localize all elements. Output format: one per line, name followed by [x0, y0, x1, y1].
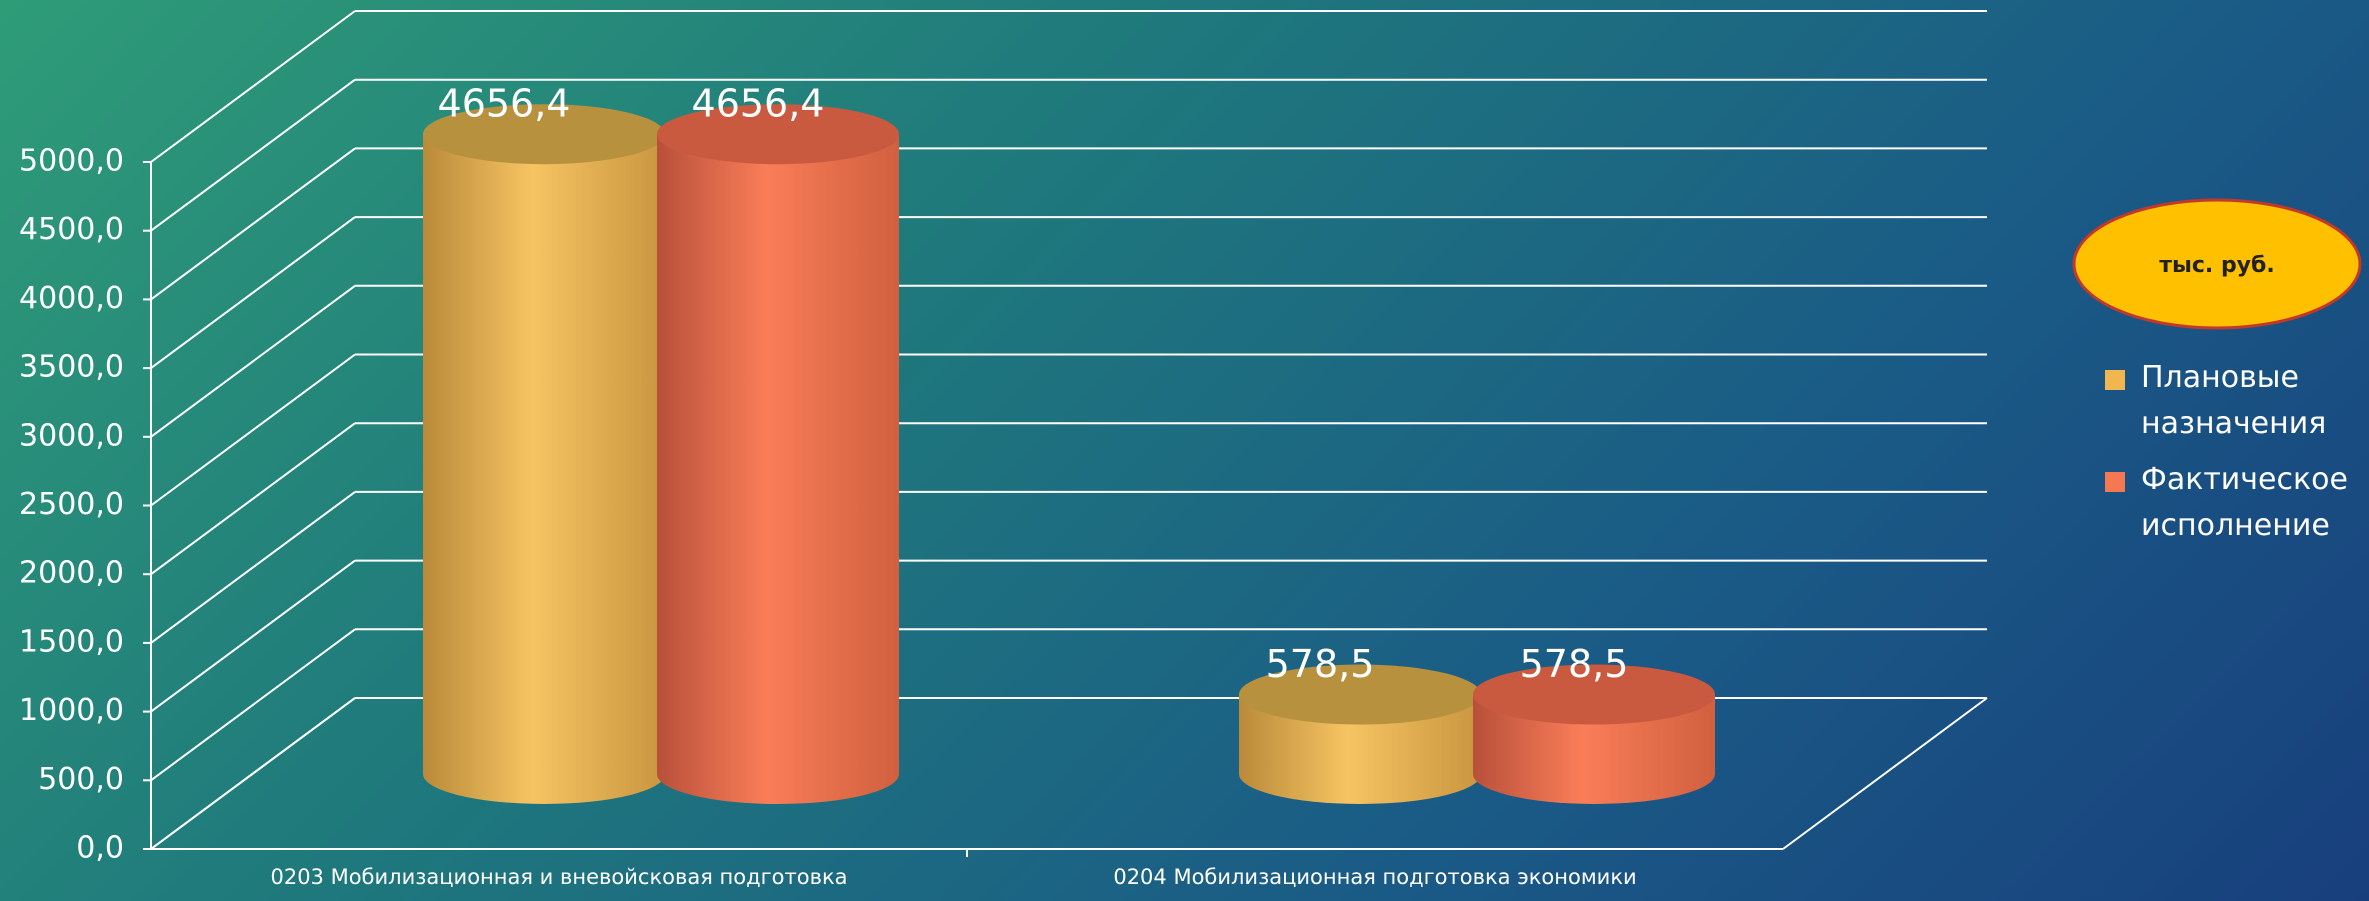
y-tick-label: 2000,0	[19, 556, 124, 591]
y-tick-label: 3500,0	[19, 350, 124, 385]
cylinder-top	[423, 104, 665, 165]
y-tick-label: 0,0	[76, 831, 124, 866]
cylinder-body	[657, 134, 899, 805]
legend-item: Фактическое исполнение	[2105, 457, 2365, 549]
legend-swatch	[2105, 370, 2125, 390]
value-label: 578,5	[1520, 642, 1629, 686]
y-tick-label: 500,0	[38, 762, 124, 797]
side-grid-line	[150, 697, 356, 850]
side-grid-line	[150, 422, 356, 576]
y-tick-label: 3000,0	[19, 418, 124, 453]
cylinder-body	[423, 134, 665, 805]
legend-item: Плановые назначения	[2105, 355, 2365, 447]
value-label: 578,5	[1266, 642, 1375, 686]
floor-right	[1782, 697, 1988, 850]
side-grid-line	[150, 147, 356, 301]
legend-swatch	[2105, 472, 2125, 492]
cylinder-top	[1239, 664, 1481, 725]
y-tick-label: 5000,0	[19, 144, 124, 179]
side-grid-line	[150, 353, 356, 507]
cylinder-top	[657, 104, 899, 165]
side-grid-line	[150, 559, 356, 713]
x-tick-label: 0204 Мобилизационная подготовка экономик…	[1113, 865, 1636, 889]
side-grid-line	[150, 628, 356, 782]
legend-label: Фактическое исполнение	[2141, 462, 2348, 543]
y-tick-label: 1000,0	[19, 693, 124, 728]
annotation: тыс. руб.	[2159, 253, 2275, 278]
y-tick-label: 4500,0	[19, 212, 124, 247]
y-tick-label: 4000,0	[19, 281, 124, 316]
side-grid-line	[150, 78, 356, 232]
side-grid-line	[150, 491, 356, 644]
value-label: 4656,4	[438, 82, 571, 126]
y-tick-label: 2500,0	[19, 487, 124, 522]
side-grid-line	[150, 284, 356, 438]
cylinder-body	[1473, 694, 1715, 804]
cylinder-body	[1239, 694, 1481, 804]
legend: Плановые назначения Фактическое исполнени…	[2105, 355, 2365, 559]
x-tick-label: 0203 Мобилизационная и вневойсковая подг…	[270, 865, 847, 889]
side-grid-line	[150, 10, 356, 163]
y-tick-label: 1500,0	[19, 624, 124, 659]
annotation-bubble	[2072, 198, 2362, 330]
side-grid-line	[150, 216, 356, 369]
value-label: 4656,4	[692, 82, 825, 126]
legend-label: Плановые назначения	[2141, 360, 2327, 441]
cylinder-top	[1473, 664, 1715, 725]
